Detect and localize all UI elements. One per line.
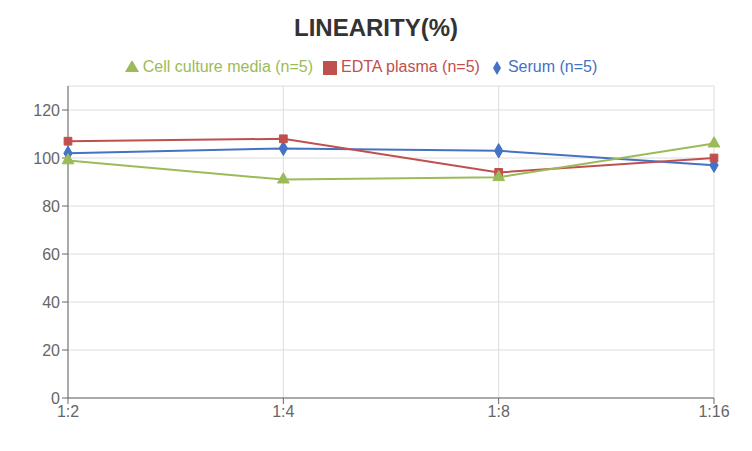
- svg-text:40: 40: [42, 294, 60, 311]
- svg-text:1:2: 1:2: [57, 403, 79, 420]
- svg-text:1:16: 1:16: [698, 403, 729, 420]
- svg-text:120: 120: [33, 102, 60, 119]
- html-text:Serum (n=5): Serum (n=5): [507, 58, 598, 75]
- html-text:Cell culture media (n=5): Cell culture media (n=5): [142, 58, 313, 75]
- svg-text:20: 20: [42, 342, 60, 359]
- html-text:LINEARITY(%): LINEARITY(%): [294, 14, 458, 41]
- svg-text:100: 100: [33, 150, 60, 167]
- svg-text:1:4: 1:4: [272, 403, 294, 420]
- html-text:EDTA plasma (n=5): EDTA plasma (n=5): [341, 58, 480, 75]
- svg-text:0: 0: [51, 390, 60, 407]
- svg-text:60: 60: [42, 246, 60, 263]
- svg-text:1:8: 1:8: [488, 403, 510, 420]
- svg-text:80: 80: [42, 198, 60, 215]
